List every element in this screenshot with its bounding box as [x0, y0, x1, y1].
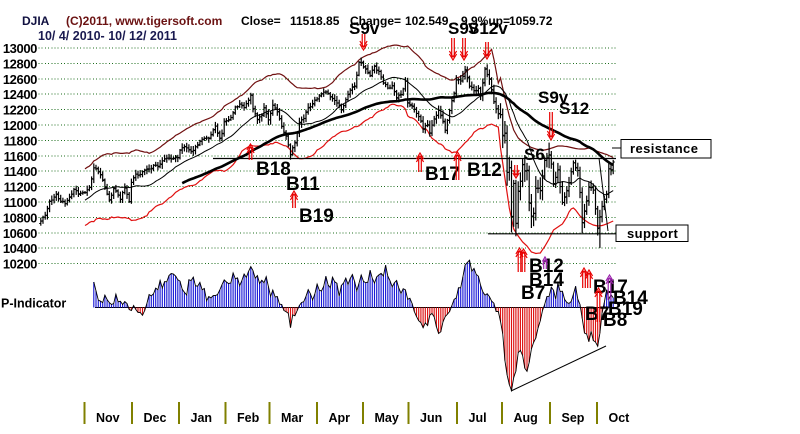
svg-text:Jun: Jun — [420, 411, 442, 425]
svg-text:Jan: Jan — [191, 411, 213, 425]
svg-text:Close=: Close= — [241, 14, 281, 28]
svg-text:B19: B19 — [608, 299, 643, 320]
svg-text:S12: S12 — [559, 99, 589, 118]
svg-text:B7: B7 — [521, 283, 545, 304]
svg-text:13000: 13000 — [3, 41, 37, 56]
svg-text:S9v: S9v — [349, 19, 380, 38]
svg-text:12600: 12600 — [3, 72, 37, 87]
svg-text:S6: S6 — [524, 145, 545, 164]
svg-text:10/ 4/ 2010- 10/ 12/ 2011: 10/ 4/ 2010- 10/ 12/ 2011 — [38, 29, 177, 43]
svg-text:11600: 11600 — [4, 149, 38, 164]
svg-text:Apr: Apr — [329, 411, 351, 425]
svg-text:11000: 11000 — [4, 195, 38, 210]
svg-text:10600: 10600 — [3, 226, 37, 241]
svg-text:11400: 11400 — [4, 164, 38, 179]
svg-text:B14: B14 — [529, 270, 564, 291]
svg-text:S9v: S9v — [538, 88, 569, 107]
svg-text:B11: B11 — [286, 174, 320, 195]
svg-text:11518.85: 11518.85 — [290, 14, 340, 28]
svg-text:10800: 10800 — [3, 210, 37, 225]
svg-text:Change=: Change= — [350, 14, 401, 28]
svg-text:DJIA: DJIA — [22, 14, 50, 28]
svg-text:11800: 11800 — [4, 133, 38, 148]
svg-text:Oct: Oct — [609, 411, 631, 425]
svg-text:B12: B12 — [467, 160, 502, 181]
svg-text:B8: B8 — [603, 310, 627, 331]
svg-text:102.549: 102.549 — [405, 14, 449, 28]
svg-text:9.9%up=: 9.9%up= — [461, 14, 510, 28]
svg-text:10200: 10200 — [3, 257, 37, 272]
svg-text:B18: B18 — [256, 159, 291, 180]
svg-text:S12v: S12v — [468, 19, 508, 38]
svg-text:12400: 12400 — [3, 87, 37, 102]
svg-text:S9v: S9v — [448, 19, 479, 38]
svg-text:Nov: Nov — [96, 411, 120, 425]
svg-text:Feb: Feb — [237, 411, 260, 425]
svg-text:11200: 11200 — [4, 180, 38, 195]
svg-text:B17: B17 — [425, 164, 460, 185]
svg-text:Mar: Mar — [281, 411, 303, 425]
svg-text:P-Indicator: P-Indicator — [1, 297, 66, 311]
svg-text:resistance: resistance — [630, 141, 698, 156]
svg-text:12000: 12000 — [3, 118, 37, 133]
svg-text:12200: 12200 — [3, 103, 37, 118]
svg-text:support: support — [627, 226, 678, 241]
svg-text:1059.72: 1059.72 — [509, 14, 553, 28]
svg-text:Dec: Dec — [144, 411, 167, 425]
svg-text:B14: B14 — [613, 288, 648, 309]
svg-text:May: May — [375, 411, 399, 425]
svg-text:Aug: Aug — [514, 411, 538, 425]
svg-text:B19: B19 — [299, 206, 334, 227]
svg-text:Sep: Sep — [562, 411, 585, 425]
svg-text:(C)2011, www.tigersoft.com: (C)2011, www.tigersoft.com — [66, 14, 222, 28]
svg-text:10400: 10400 — [3, 241, 37, 256]
svg-text:Jul: Jul — [469, 411, 487, 425]
svg-text:12800: 12800 — [3, 56, 37, 71]
